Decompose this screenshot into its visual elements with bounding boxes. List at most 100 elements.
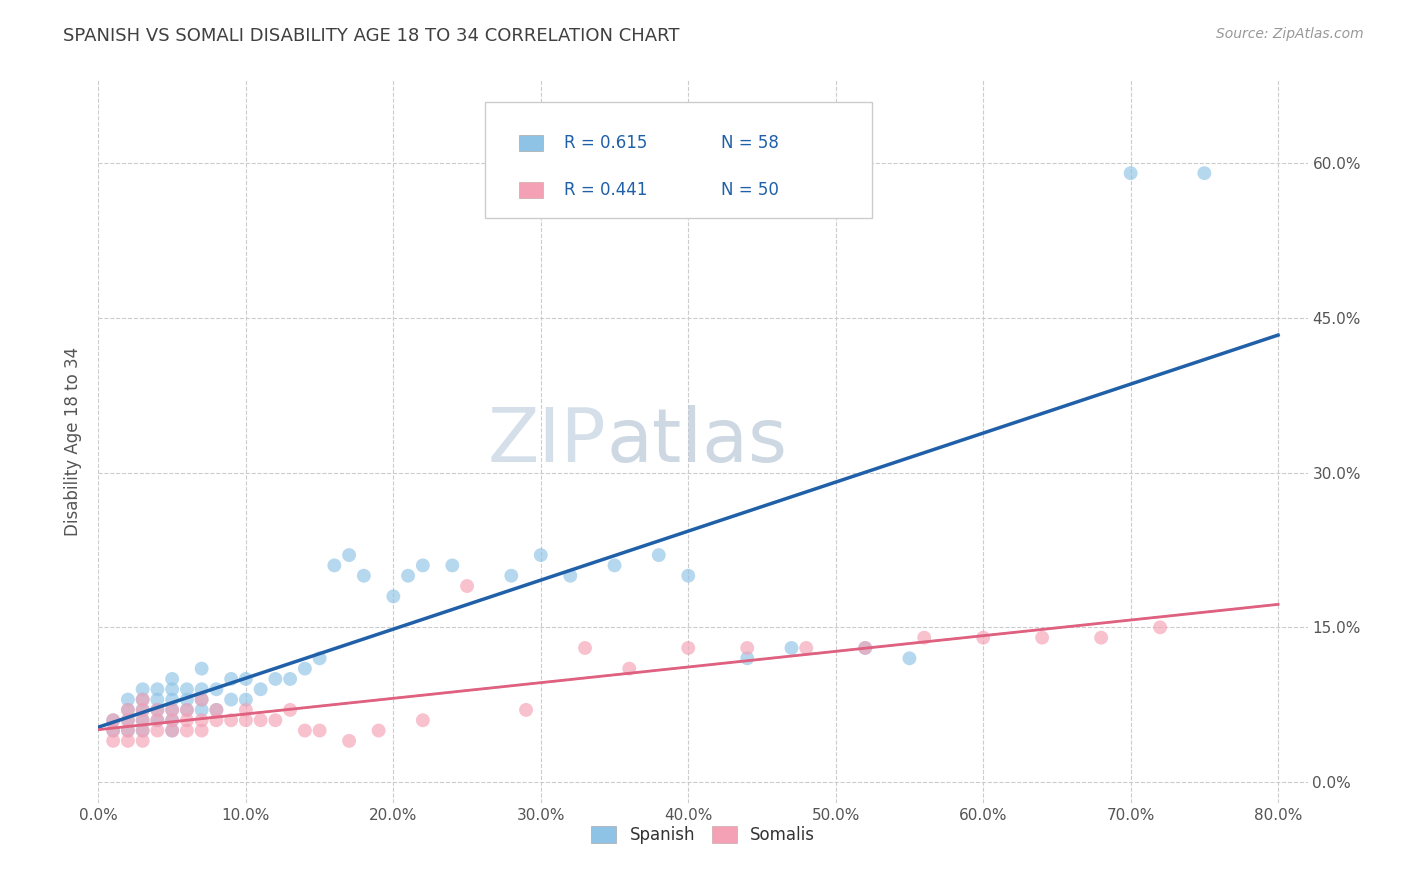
Point (853, 640, 876, 655)
Text: N = 50: N = 50 (721, 181, 779, 199)
Point (131, 682, 153, 697)
Point (131, 692, 153, 706)
Point (131, 703, 153, 717)
Point (1194, 166, 1216, 180)
Point (176, 713, 198, 727)
Legend: Spanish, Somalis: Spanish, Somalis (582, 817, 824, 852)
Point (501, 568, 523, 582)
Point (337, 734, 360, 748)
Point (235, 672, 257, 686)
Point (117, 734, 139, 748)
Point (294, 723, 316, 738)
Point (146, 703, 169, 717)
Point (456, 579, 478, 593)
Point (176, 703, 198, 717)
Point (308, 723, 330, 738)
Point (117, 703, 139, 717)
Point (735, 651, 758, 665)
Text: atlas: atlas (606, 405, 787, 478)
Point (619, 662, 641, 676)
Text: ZIP: ZIP (488, 405, 606, 478)
Y-axis label: Disability Age 18 to 34: Disability Age 18 to 34 (65, 347, 83, 536)
Point (190, 662, 212, 676)
Point (412, 558, 434, 573)
Point (146, 723, 169, 738)
Point (308, 651, 330, 665)
Point (131, 723, 153, 738)
Point (176, 682, 198, 697)
Point (235, 703, 257, 717)
Point (190, 713, 212, 727)
Point (735, 640, 758, 655)
Point (146, 713, 169, 727)
Point (574, 640, 596, 655)
Point (131, 734, 153, 748)
Point (160, 672, 183, 686)
Point (176, 723, 198, 738)
Point (278, 703, 301, 717)
Point (160, 723, 183, 738)
Point (160, 713, 183, 727)
Point (515, 703, 537, 717)
Point (101, 713, 124, 727)
Point (367, 723, 389, 738)
Point (101, 734, 124, 748)
Point (603, 558, 626, 573)
Point (190, 703, 212, 717)
Point (678, 640, 700, 655)
Point (249, 682, 271, 697)
Point (648, 548, 671, 562)
Point (190, 692, 212, 706)
Point (160, 682, 183, 697)
Point (337, 548, 360, 562)
Point (219, 672, 242, 686)
Point (205, 713, 228, 727)
FancyBboxPatch shape (519, 135, 543, 151)
Point (1031, 631, 1053, 645)
Point (190, 692, 212, 706)
Point (146, 682, 169, 697)
Point (101, 723, 124, 738)
Text: R = 0.615: R = 0.615 (564, 134, 647, 152)
Point (1149, 620, 1171, 634)
Point (117, 713, 139, 727)
Point (146, 703, 169, 717)
Point (160, 713, 183, 727)
Point (205, 682, 228, 697)
Point (441, 558, 464, 573)
Point (1090, 631, 1112, 645)
Point (396, 568, 419, 582)
Point (117, 713, 139, 727)
Point (190, 682, 212, 697)
Point (131, 703, 153, 717)
Point (412, 713, 434, 727)
Point (353, 568, 375, 582)
Point (382, 590, 405, 604)
Point (235, 713, 257, 727)
Point (131, 692, 153, 706)
Point (898, 651, 921, 665)
Point (160, 692, 183, 706)
Text: SPANISH VS SOMALI DISABILITY AGE 18 TO 34 CORRELATION CHART: SPANISH VS SOMALI DISABILITY AGE 18 TO 3… (63, 27, 679, 45)
Point (235, 692, 257, 706)
Point (160, 703, 183, 717)
Point (249, 713, 271, 727)
Point (160, 703, 183, 717)
Point (190, 723, 212, 738)
Point (853, 640, 876, 655)
Text: N = 58: N = 58 (721, 134, 779, 152)
FancyBboxPatch shape (485, 102, 872, 218)
Point (176, 703, 198, 717)
Point (794, 640, 817, 655)
Point (780, 640, 803, 655)
Point (560, 568, 582, 582)
Point (117, 703, 139, 717)
Text: R = 0.441: R = 0.441 (564, 181, 647, 199)
Point (264, 672, 287, 686)
Point (678, 568, 700, 582)
Point (219, 692, 242, 706)
Point (278, 672, 301, 686)
Point (972, 631, 994, 645)
Text: Source: ZipAtlas.com: Source: ZipAtlas.com (1216, 27, 1364, 41)
Point (101, 723, 124, 738)
